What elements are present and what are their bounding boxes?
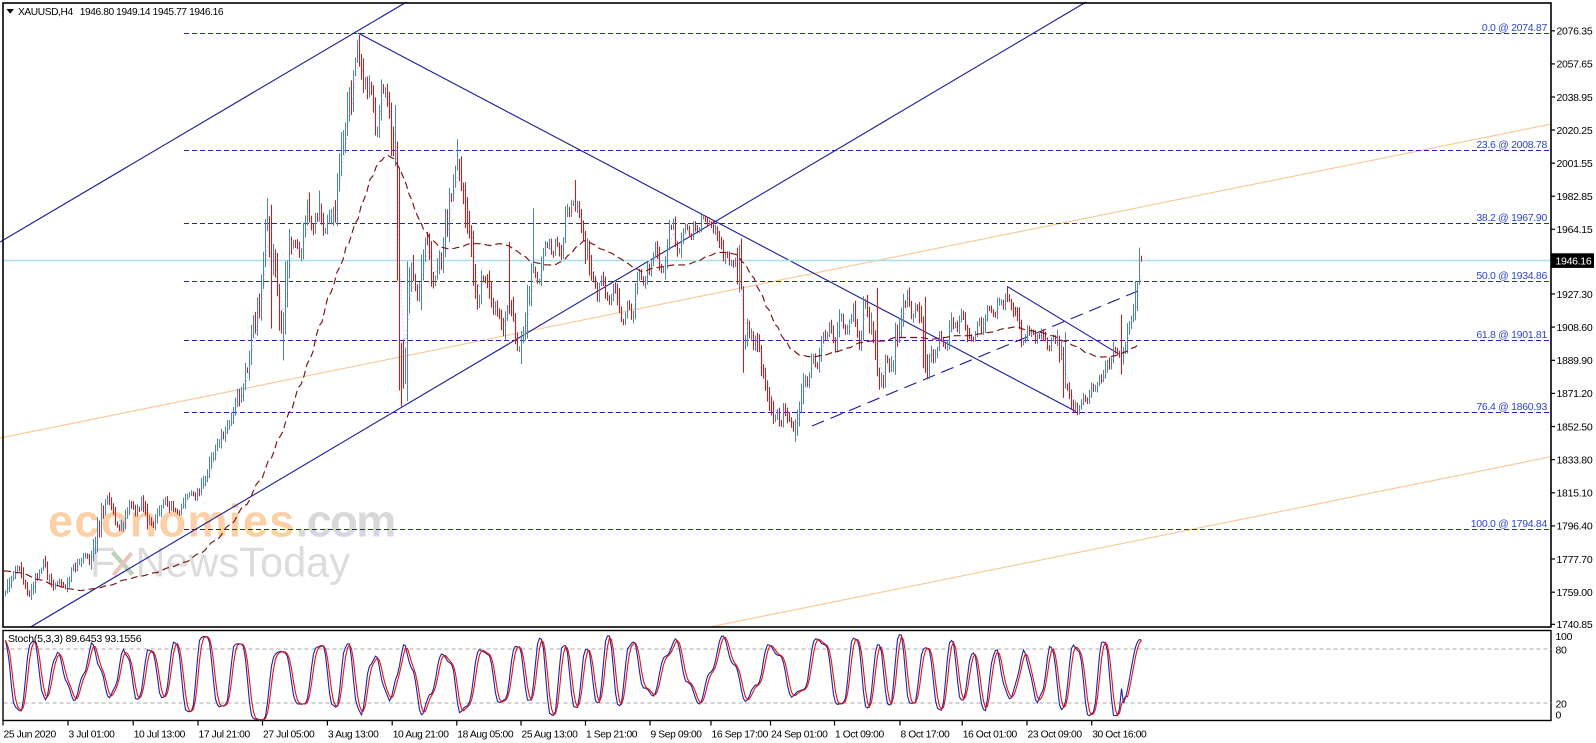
svg-text:2020.25: 2020.25: [1557, 125, 1593, 137]
svg-text:100.0 @ 1794.84: 100.0 @ 1794.84: [1471, 518, 1548, 530]
svg-text:1871.20: 1871.20: [1557, 388, 1593, 400]
svg-text:10 Jul 13:00: 10 Jul 13:00: [134, 730, 186, 741]
svg-text:25 Aug 13:00: 25 Aug 13:00: [522, 730, 579, 741]
svg-text:3 Jul 01:00: 3 Jul 01:00: [69, 730, 116, 741]
svg-text:1796.40: 1796.40: [1557, 521, 1593, 533]
svg-text:Stoch(5,3,3) 89.6453 93.1556: Stoch(5,3,3) 89.6453 93.1556: [8, 633, 142, 645]
svg-text:80: 80: [1556, 644, 1568, 656]
svg-text:1777.70: 1777.70: [1557, 554, 1593, 566]
svg-text:8 Oct 17:00: 8 Oct 17:00: [901, 730, 951, 741]
svg-text:economies.com: economies.com: [48, 496, 395, 547]
svg-text:27 Jul 05:00: 27 Jul 05:00: [263, 730, 315, 741]
svg-text:1927.30: 1927.30: [1557, 289, 1593, 301]
svg-text:50.0 @ 1934.86: 50.0 @ 1934.86: [1476, 270, 1547, 282]
svg-text:9 Sep 09:00: 9 Sep 09:00: [651, 730, 703, 741]
svg-text:1740.85: 1740.85: [1557, 619, 1593, 631]
svg-text:1 Sep 21:00: 1 Sep 21:00: [586, 730, 638, 741]
svg-text:1889.90: 1889.90: [1557, 355, 1593, 367]
svg-text:1833.80: 1833.80: [1557, 454, 1593, 466]
svg-text:2001.55: 2001.55: [1557, 158, 1593, 170]
svg-text:0.0 @ 2074.87: 0.0 @ 2074.87: [1482, 22, 1548, 34]
svg-text:1759.00: 1759.00: [1557, 587, 1593, 599]
svg-text:2057.65: 2057.65: [1557, 59, 1593, 71]
svg-text:76.4 @ 1860.93: 76.4 @ 1860.93: [1476, 401, 1547, 413]
svg-text:24 Sep 01:00: 24 Sep 01:00: [771, 730, 828, 741]
svg-text:16 Oct 01:00: 16 Oct 01:00: [963, 730, 1018, 741]
svg-text:61.8 @ 1901.81: 61.8 @ 1901.81: [1476, 329, 1547, 341]
svg-text:0: 0: [1556, 710, 1562, 722]
svg-text:23 Oct 09:00: 23 Oct 09:00: [1028, 730, 1083, 741]
svg-text:3 Aug 13:00: 3 Aug 13:00: [328, 730, 379, 741]
svg-text:F: F: [90, 539, 115, 586]
svg-text:1852.50: 1852.50: [1557, 421, 1593, 433]
svg-text:30 Oct 16:00: 30 Oct 16:00: [1092, 730, 1147, 741]
svg-text:1982.85: 1982.85: [1557, 191, 1593, 203]
svg-text:17 Jul 21:00: 17 Jul 21:00: [199, 730, 251, 741]
svg-text:1964.15: 1964.15: [1557, 224, 1593, 236]
svg-text:1 Oct 09:00: 1 Oct 09:00: [835, 730, 885, 741]
svg-text:18 Aug 05:00: 18 Aug 05:00: [457, 730, 514, 741]
svg-text:1908.60: 1908.60: [1557, 322, 1593, 334]
svg-text:16 Sep 17:00: 16 Sep 17:00: [712, 730, 769, 741]
svg-text:100: 100: [1556, 631, 1573, 643]
svg-text:23.6 @ 2008.78: 23.6 @ 2008.78: [1476, 139, 1547, 151]
svg-text:2038.95: 2038.95: [1557, 92, 1593, 104]
svg-text:10 Aug 21:00: 10 Aug 21:00: [393, 730, 450, 741]
svg-text:1946.16: 1946.16: [1556, 256, 1592, 268]
svg-text:38.2 @ 1967.90: 38.2 @ 1967.90: [1476, 212, 1547, 224]
svg-text:2076.35: 2076.35: [1557, 26, 1593, 38]
svg-text:NewsToday: NewsToday: [136, 539, 351, 586]
svg-text:1815.10: 1815.10: [1557, 488, 1593, 500]
svg-text:25 Jun 2020: 25 Jun 2020: [4, 730, 57, 741]
svg-text:20: 20: [1556, 698, 1568, 710]
